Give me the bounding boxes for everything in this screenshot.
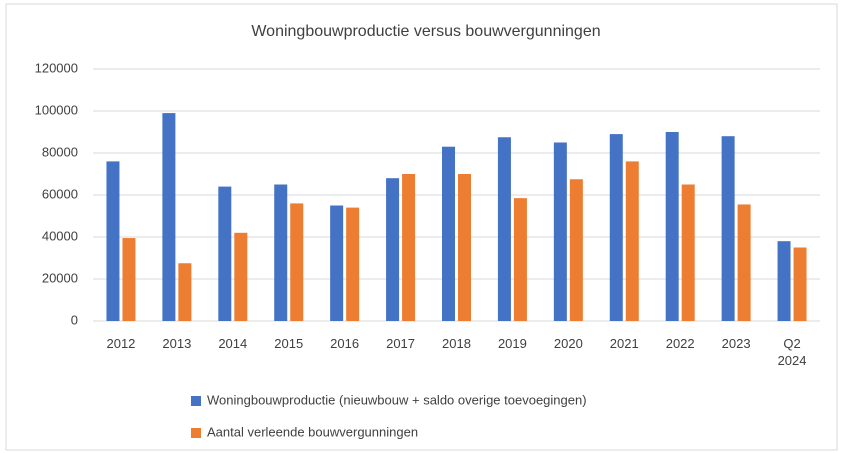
bar: [609, 134, 623, 321]
y-tick-label: 0: [71, 312, 78, 327]
bar: [234, 232, 248, 321]
x-tick-label: 2023: [721, 336, 751, 351]
bar: [386, 178, 400, 321]
x-tick-label: 2018: [442, 336, 471, 351]
y-tick-label: 60000: [42, 186, 78, 201]
bar: [274, 184, 288, 321]
legend-swatch: [191, 428, 201, 438]
legend-swatch: [191, 396, 201, 406]
bar: [665, 132, 679, 321]
x-tick-label: Q2 2024: [777, 336, 807, 368]
x-tick-label: 2014: [218, 336, 248, 351]
bar: [458, 174, 471, 321]
x-tick-label: 2016: [330, 336, 360, 351]
x-tick-label: 2022: [665, 336, 695, 351]
x-tick-label: 2012: [106, 336, 136, 351]
y-tick-label: 120000: [35, 60, 78, 75]
bar: [106, 161, 120, 321]
bar: [346, 207, 360, 321]
bar: [178, 263, 192, 321]
bar: [122, 238, 136, 321]
bar: [162, 113, 176, 321]
chart-border: [5, 3, 838, 451]
y-tick-label: 100000: [35, 102, 78, 117]
x-tick-label: 2015: [274, 336, 304, 351]
bar: [777, 241, 791, 321]
y-tick-label: 20000: [42, 270, 78, 285]
bar: [625, 161, 639, 321]
bar: [721, 136, 735, 321]
bar: [793, 247, 807, 321]
bar: [569, 179, 583, 321]
bar: [497, 137, 511, 321]
legend-label: Woningbouwproductie (nieuwbouw + saldo o…: [207, 392, 587, 407]
bar: [737, 204, 751, 321]
x-tick-label: 2019: [497, 336, 527, 351]
x-tick-label: 2021: [609, 336, 639, 351]
x-tick-label: 2020: [553, 336, 583, 351]
bar: [290, 203, 304, 321]
x-tick-label: 2013: [162, 336, 192, 351]
y-tick-label: 40000: [42, 228, 78, 243]
bar: [553, 142, 567, 321]
bar: [218, 186, 232, 321]
bar: [330, 205, 344, 321]
bar: [402, 174, 416, 321]
legend-label: Aantal verleende bouwvergunningen: [207, 424, 418, 439]
bar: [513, 198, 527, 321]
bar: [681, 184, 695, 321]
chart-title: Woningbouwproductie versus bouwvergunnin…: [251, 23, 600, 40]
x-tick-label: 2017: [386, 336, 416, 351]
y-tick-label: 80000: [42, 144, 78, 159]
bar: [442, 146, 455, 321]
